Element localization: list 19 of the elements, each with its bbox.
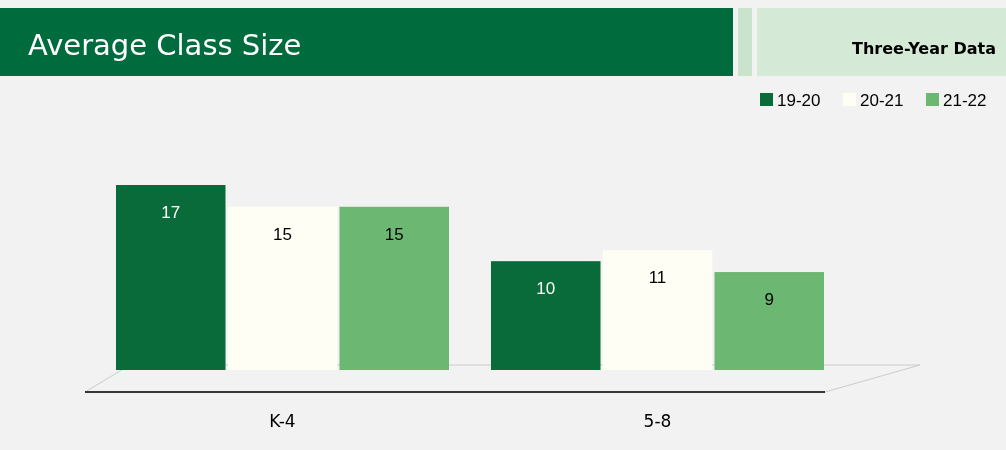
legend-label: 20-21 <box>860 91 904 110</box>
x-tick-label: 5-8 <box>643 411 672 431</box>
bar <box>714 272 825 370</box>
data-label: 17 <box>161 203 181 222</box>
data-label: 9 <box>764 290 774 310</box>
legend-label: 21-22 <box>943 91 987 110</box>
bar <box>227 206 338 370</box>
data-label: 11 <box>648 268 667 288</box>
bar <box>339 206 450 370</box>
data-label: 15 <box>384 224 404 244</box>
x-tick-label: K-4 <box>269 411 296 431</box>
chart-subtitle: Three-Year Data <box>852 39 996 58</box>
bar <box>490 261 601 370</box>
bar <box>602 250 713 370</box>
legend-label: 19-20 <box>777 91 821 110</box>
data-label: 15 <box>273 224 292 244</box>
bar <box>115 185 226 370</box>
data-label: 10 <box>536 279 556 299</box>
chart-title: Average Class Size <box>28 28 302 62</box>
